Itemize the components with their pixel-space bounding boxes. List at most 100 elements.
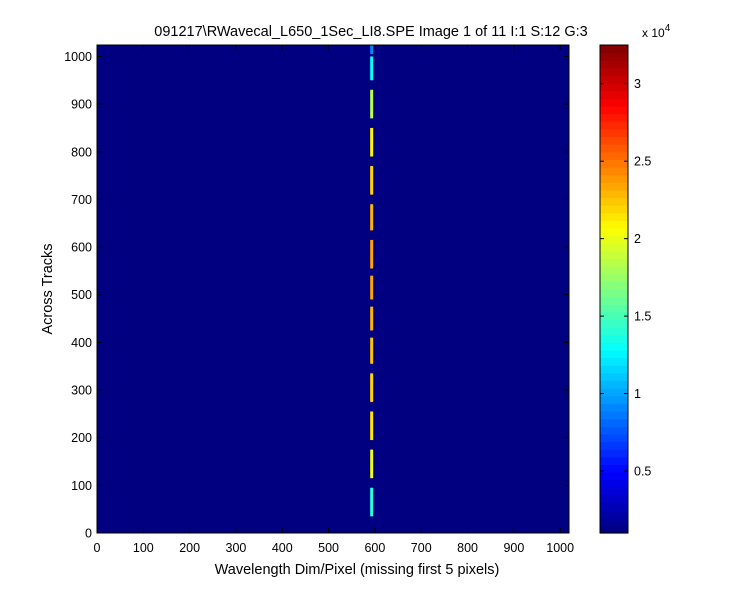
colorbar-strip: [600, 281, 628, 290]
line-segment-8: [370, 204, 374, 231]
colorbar-strip: [600, 235, 628, 244]
line-segment-9: [370, 166, 374, 195]
colorbar-strip: [600, 411, 628, 420]
line-segment-12: [370, 56, 374, 81]
colorbar-strip: [600, 327, 628, 336]
x-axis-ticks: 0 100 200 300 400 500 600 700 800 900 1000: [94, 45, 574, 555]
y-tick-label: 500: [71, 288, 92, 302]
colorbar-strip: [600, 113, 628, 122]
colorbar-strip: [600, 167, 628, 176]
spectral-line: [370, 45, 374, 517]
colorbar-strip: [600, 197, 628, 206]
colorbar-strip: [600, 136, 628, 145]
colorbar-strip: [600, 418, 628, 427]
y-tick-label: 200: [71, 431, 92, 445]
colorbar-tick-label: 2: [634, 232, 641, 246]
x-axis-label: Wavelength Dim/Pixel (missing first 5 pi…: [215, 562, 500, 578]
colorbar-strip: [600, 456, 628, 465]
colorbar-strip: [600, 388, 628, 397]
colorbar-tick-label: 2.5: [634, 155, 651, 169]
colorbar-strip: [600, 205, 628, 214]
x-tick-label: 800: [457, 541, 478, 555]
heatmap-background: [97, 45, 569, 533]
colorbar: 0.5 1 1.5 2 2.5 3 x 104: [599, 23, 671, 534]
colorbar-tick-label: 0.5: [634, 465, 651, 479]
y-tick-label: 1000: [64, 50, 92, 64]
line-segment-3: [370, 373, 374, 402]
colorbar-strip: [600, 395, 628, 404]
line-segment-5: [370, 306, 374, 331]
colorbar-strip: [600, 159, 628, 168]
colorbar-ticks: 0.5 1 1.5 2 2.5 3: [600, 77, 651, 479]
colorbar-tick-label: 3: [634, 77, 641, 91]
colorbar-strip: [600, 319, 628, 328]
colorbar-strip: [600, 75, 628, 84]
colorbar-strip: [600, 83, 628, 92]
plot-area: 0 100 200 300 400 500 600 700 800 900 1000 0 100 200…: [64, 44, 574, 555]
colorbar-strip: [600, 433, 628, 443]
colorbar-strip: [600, 228, 628, 237]
line-segment-11: [370, 89, 374, 119]
x-tick-label: 500: [318, 541, 339, 555]
y-tick-label: 800: [71, 145, 92, 159]
colorbar-strip: [600, 502, 628, 511]
line-segment-4: [370, 337, 374, 364]
colorbar-strip: [600, 128, 628, 138]
colorbar-strip: [600, 212, 628, 221]
x-tick-label: 600: [364, 541, 385, 555]
line-segment-6: [370, 275, 374, 300]
colorbar-strip: [600, 494, 628, 504]
colorbar-strip: [600, 342, 628, 351]
y-tick-label: 700: [71, 193, 92, 207]
colorbar-strip: [600, 403, 628, 412]
y-tick-label: 900: [71, 98, 92, 112]
x-tick-label: 100: [133, 541, 154, 555]
colorbar-strip: [600, 487, 628, 496]
x-tick-label: 900: [503, 541, 524, 555]
colorbar-tick-label: 1.5: [634, 310, 651, 324]
colorbar-strip: [600, 525, 628, 534]
x-tick-label: 700: [411, 541, 432, 555]
y-tick-label: 400: [71, 336, 92, 350]
y-tick-label: 100: [71, 479, 92, 493]
colorbar-strip: [600, 60, 628, 69]
line-segment-1: [370, 449, 374, 479]
y-tick-label: 300: [71, 384, 92, 398]
line-segment-0: [370, 487, 374, 517]
line-segment-13: [370, 45, 374, 55]
chart-title: 091217\RWavecal_L650_1Sec_LI8.SPE Image …: [154, 24, 587, 40]
colorbar-strip: [600, 250, 628, 260]
colorbar-strip: [600, 182, 628, 191]
colorbar-strip: [600, 273, 628, 282]
colorbar-strip: [600, 90, 628, 99]
colorbar-strip: [600, 106, 628, 115]
plot-frame: [96, 44, 570, 534]
colorbar-strip: [600, 266, 628, 275]
line-segment-7: [370, 239, 374, 269]
colorbar-strip: [600, 350, 628, 359]
colorbar-strip: [600, 98, 628, 107]
colorbar-strip: [600, 304, 628, 313]
colorbar-strip: [600, 289, 628, 298]
colorbar-strip: [600, 121, 628, 130]
line-segment-2: [370, 411, 374, 441]
colorbar-strip: [600, 52, 628, 61]
colorbar-strip: [600, 380, 628, 389]
colorbar-strip: [600, 220, 628, 229]
y-axis-ticks: 0 100 200 300 400 500 600 700 800 900 1000: [64, 50, 569, 541]
colorbar-strip: [600, 45, 628, 54]
y-axis-label: Across Tracks: [40, 243, 56, 334]
x-tick-label: 300: [226, 541, 247, 555]
colorbar-strip: [600, 365, 628, 374]
colorbar-strip: [600, 174, 628, 183]
colorbar-strip: [600, 189, 628, 199]
colorbar-tick-label: 1: [634, 387, 641, 401]
x-tick-label: 0: [94, 541, 101, 555]
colorbar-strip: [600, 464, 628, 473]
colorbar-strip: [600, 311, 628, 321]
colorbar-strip: [600, 510, 628, 519]
colorbar-strip: [600, 357, 628, 366]
x-tick-label: 200: [179, 541, 200, 555]
y-tick-label: 600: [71, 241, 92, 255]
colorbar-strip: [600, 372, 628, 382]
